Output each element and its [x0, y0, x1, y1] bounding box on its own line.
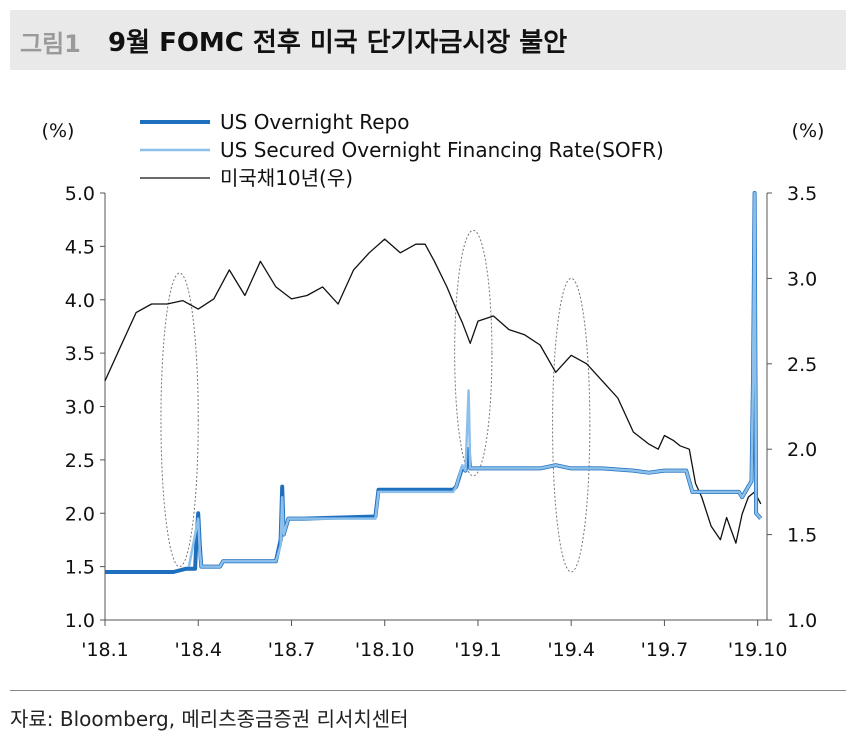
annotation-layer — [160, 229, 591, 573]
x-tick-label: '19.4 — [547, 639, 595, 661]
left-tick-label: 4.5 — [65, 236, 95, 258]
series-layer — [104, 191, 763, 574]
left-tick-label: 4.0 — [65, 290, 95, 312]
series-sofr-line — [187, 191, 762, 568]
legend: US Overnight Repo US Secured Overnight Fi… — [140, 110, 664, 190]
right-tick-label: 1.5 — [787, 525, 817, 547]
x-tick-label: '19.10 — [728, 639, 788, 661]
left-axis-unit: (%) — [42, 120, 75, 142]
x-tick-label: '19.7 — [641, 639, 689, 661]
chart: 1.0 1.5 2.0 2.5 3.0 3.5 4.0 4.5 5.0 1.0 1.5 2.0 2.5 3… — [42, 110, 825, 661]
right-tick-label: 3.0 — [787, 268, 817, 290]
figure-header: 그림1 9월 FOMC 전후 미국 단기자금시장 불안 — [10, 10, 846, 70]
figure-title: 9월 FOMC 전후 미국 단기자금시장 불안 — [108, 28, 568, 58]
highlight-ellipse — [454, 229, 493, 477]
right-tick-label: 3.5 — [787, 183, 817, 205]
left-tick-label: 2.5 — [65, 450, 95, 472]
series-repo-line — [105, 191, 763, 574]
right-axis-unit: (%) — [792, 120, 825, 142]
right-tick-label: 2.5 — [787, 354, 817, 376]
series-ust10y-line — [104, 238, 762, 544]
left-tick-label: 3.0 — [65, 397, 95, 419]
highlight-ellipse — [552, 277, 591, 573]
figure-number: 그림1 — [20, 30, 81, 58]
legend-label: US Secured Overnight Financing Rate(SOFR… — [220, 138, 664, 162]
right-tick-label: 2.0 — [787, 439, 817, 461]
left-tick-label: 5.0 — [65, 183, 95, 205]
left-tick-label: 1.5 — [65, 557, 95, 579]
highlight-ellipse — [160, 272, 199, 568]
left-tick-label: 2.0 — [65, 503, 95, 525]
left-tick-label: 3.5 — [65, 343, 95, 365]
x-tick-label: '18.1 — [81, 639, 129, 661]
x-tick-label: '18.7 — [268, 639, 316, 661]
x-tick-label: '18.10 — [355, 639, 415, 661]
right-tick-label: 1.0 — [787, 610, 817, 632]
x-tick-label: '19.1 — [454, 639, 502, 661]
axes-layer: 1.0 1.5 2.0 2.5 3.0 3.5 4.0 4.5 5.0 1.0 1.5 2.0 2.5 3… — [42, 120, 825, 661]
left-tick-label: 1.0 — [65, 610, 95, 632]
divider — [10, 690, 846, 691]
x-tick-label: '18.4 — [174, 639, 222, 661]
legend-label: 미국채10년(우) — [220, 166, 353, 190]
legend-label: US Overnight Repo — [220, 110, 409, 134]
source-note: 자료: Bloomberg, 메리츠종금증권 리서치센터 — [10, 707, 409, 731]
